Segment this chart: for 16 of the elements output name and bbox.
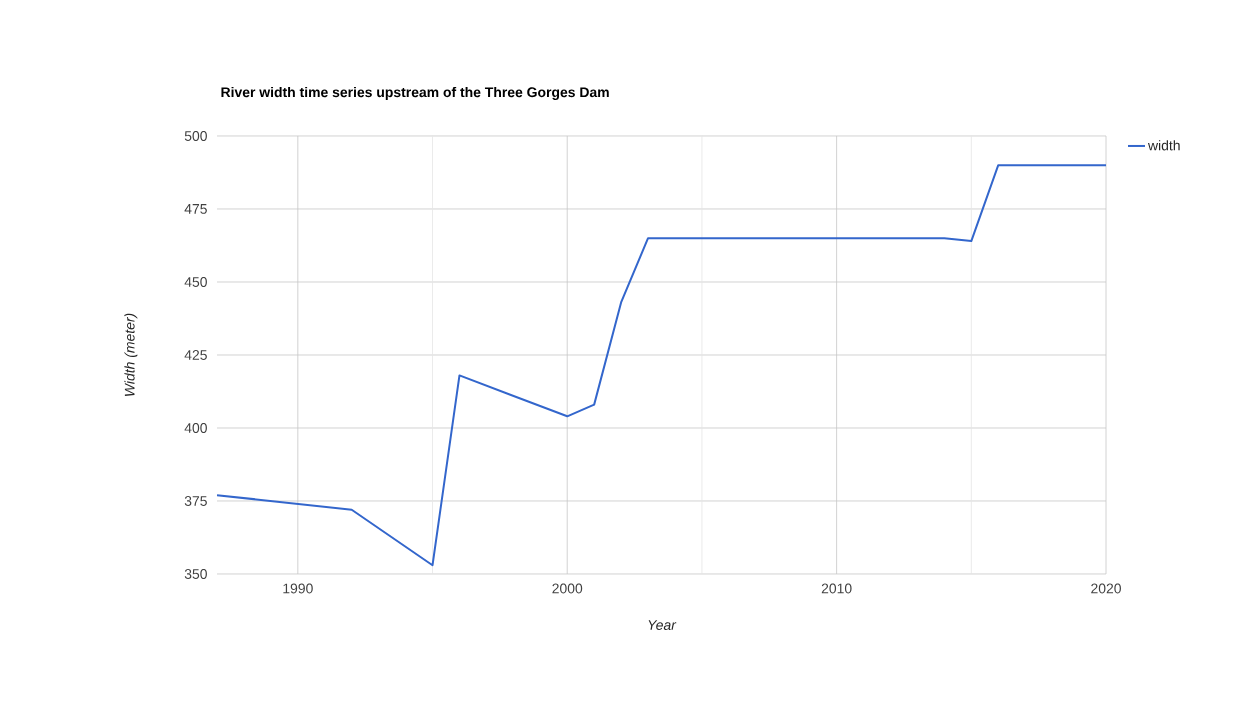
line-series xyxy=(216,164,1108,567)
y-axis-title: Width (meter) xyxy=(124,313,138,396)
y-tick-label: 375 xyxy=(184,496,207,506)
chart-title: River width time series upstream of the Three Gorges Dam xyxy=(221,86,609,100)
y-tick-label: 400 xyxy=(184,423,207,433)
x-tick-label: 1990 xyxy=(283,583,313,594)
y-tick-label: 350 xyxy=(184,569,207,579)
y-tick-label: 450 xyxy=(184,277,207,287)
y-tick-label: 425 xyxy=(184,350,207,360)
legend-label: width xyxy=(1147,140,1180,151)
x-axis-title: Year xyxy=(648,620,677,630)
y-tick-label: 500 xyxy=(184,131,207,141)
y-tick-label: 475 xyxy=(184,204,207,214)
x-tick-label: 2010 xyxy=(821,583,852,594)
x-tick-label: 2020 xyxy=(1091,583,1121,594)
x-tick-label: 2000 xyxy=(552,583,583,594)
